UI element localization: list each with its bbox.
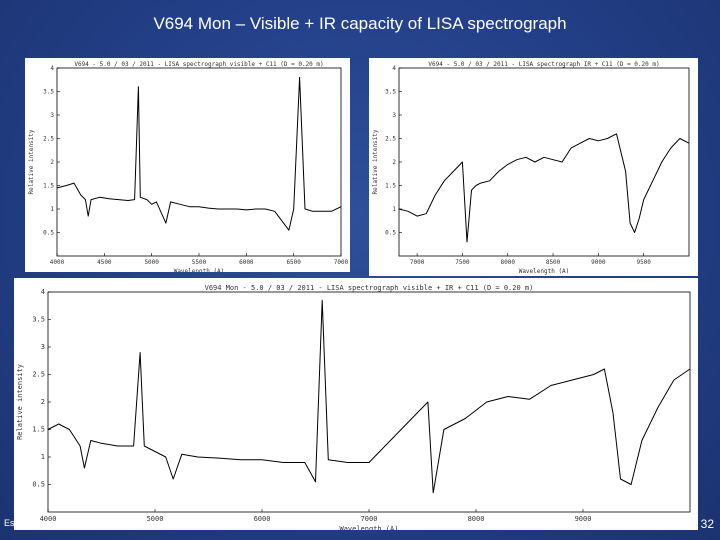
plot-frame	[47, 291, 691, 513]
x-tick-label: 5500	[192, 259, 207, 266]
y-tick-label: 4	[392, 65, 396, 72]
y-tick-label: 3	[392, 112, 396, 119]
x-tick-label: 7000	[361, 515, 378, 523]
slide-number: 32	[700, 517, 714, 531]
y-tick-label: 3.5	[43, 89, 54, 96]
y-axis-label: Relative intensity	[28, 129, 35, 194]
x-axis-label: Wavelength (A)	[339, 525, 398, 530]
x-tick-label: 9500	[636, 259, 651, 266]
spectrum-line	[398, 133, 690, 243]
y-tick-label: 0.5	[32, 481, 45, 489]
y-tick-label: 2.5	[32, 371, 45, 379]
chart-combined-spectrum: V694 Mon - 5.0 / 03 / 2011 - LISA spectr…	[14, 278, 698, 530]
x-tick-label: 4000	[40, 515, 57, 523]
y-tick-label: 2.5	[43, 136, 54, 143]
y-tick-label: 1	[50, 206, 54, 213]
x-tick-label: 9000	[575, 515, 592, 523]
x-tick-label: 8000	[501, 259, 516, 266]
chart-visible-spectrum: V694 - 5.0 / 03 / 2011 - LISA spectrogra…	[25, 58, 350, 272]
y-tick-label: 4	[50, 65, 54, 72]
y-tick-label: 3.5	[385, 89, 396, 96]
y-tick-label: 3.5	[32, 316, 45, 324]
y-tick-label: 2	[41, 398, 45, 406]
y-axis-label: Relative intensity	[16, 364, 24, 440]
x-tick-label: 8500	[546, 259, 561, 266]
y-tick-label: 1	[392, 206, 396, 213]
x-tick-label: 6000	[254, 515, 271, 523]
x-tick-label: 7000	[334, 259, 349, 266]
x-axis-label: Wavelength (A)	[519, 268, 570, 275]
plot-frame	[398, 67, 690, 257]
footer-text: Es	[4, 518, 15, 528]
x-tick-label: 5000	[144, 259, 159, 266]
spectrum-line	[56, 76, 342, 231]
chart-ir-spectrum: V694 - 5.0 / 03 / 2011 - LISA spectrogra…	[369, 58, 698, 276]
x-tick-label: 6500	[286, 259, 301, 266]
y-tick-label: 1	[41, 453, 45, 461]
y-tick-label: 3	[41, 343, 45, 351]
x-tick-label: 9000	[591, 259, 606, 266]
y-tick-label: 1.5	[43, 183, 54, 190]
x-tick-label: 6000	[239, 259, 254, 266]
y-axis-label: Relative intensity	[372, 129, 379, 194]
x-tick-label: 4500	[97, 259, 112, 266]
chart-combined-svg: V694 Mon - 5.0 / 03 / 2011 - LISA spectr…	[16, 284, 691, 530]
x-tick-label: 7000	[410, 259, 425, 266]
chart-title: V694 - 5.0 / 03 / 2011 - LISA spectrogra…	[74, 61, 323, 68]
x-tick-label: 7500	[455, 259, 470, 266]
chart-visible-svg: V694 - 5.0 / 03 / 2011 - LISA spectrogra…	[28, 61, 349, 272]
x-tick-label: 8000	[468, 515, 485, 523]
y-tick-label: 4	[41, 288, 45, 296]
chart-title: V694 - 5.0 / 03 / 2011 - LISA spectrogra…	[428, 61, 659, 68]
x-tick-label: 5000	[147, 515, 164, 523]
chart-ir-svg: V694 - 5.0 / 03 / 2011 - LISA spectrogra…	[372, 61, 690, 275]
y-tick-label: 0.5	[385, 230, 396, 237]
y-tick-label: 1.5	[32, 426, 45, 434]
x-axis-label: Wavelength (A)	[174, 268, 225, 272]
y-tick-label: 2.5	[385, 136, 396, 143]
y-tick-label: 0.5	[43, 230, 54, 237]
y-tick-label: 3	[50, 112, 54, 119]
y-tick-label: 2	[50, 159, 54, 166]
y-tick-label: 1.5	[385, 183, 396, 190]
x-tick-label: 4000	[50, 259, 65, 266]
spectrum-line	[47, 299, 691, 494]
slide-title: V694 Mon – Visible + IR capacity of LISA…	[153, 14, 567, 33]
chart-title: V694 Mon - 5.0 / 03 / 2011 - LISA spectr…	[205, 284, 534, 292]
y-tick-label: 2	[392, 159, 396, 166]
